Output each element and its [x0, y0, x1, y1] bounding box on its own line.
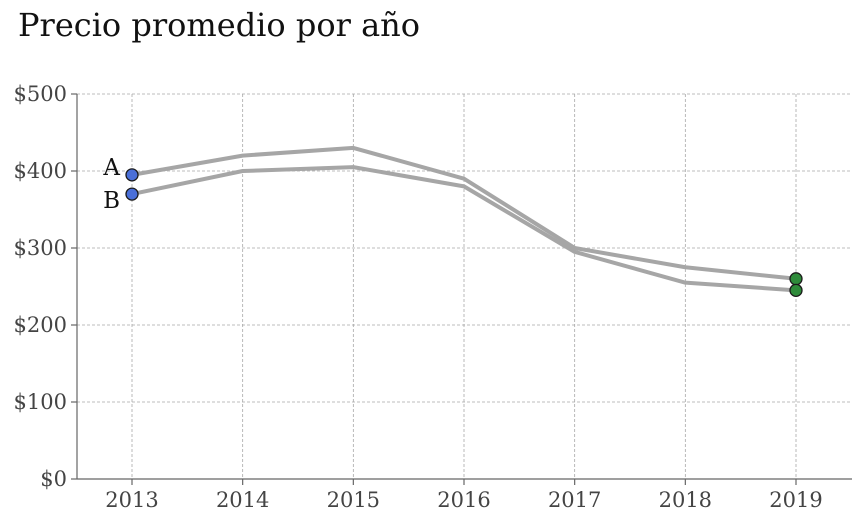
series-label-a: A — [102, 155, 120, 181]
series-markers — [125, 168, 803, 298]
axes — [71, 93, 852, 485]
series-label-b: B — [103, 188, 120, 214]
start-marker-b — [125, 187, 139, 201]
x-tick-label: 2017 — [548, 488, 601, 512]
x-tick-label: 2019 — [769, 488, 822, 512]
y-tick-label: $100 — [14, 390, 67, 414]
y-tick-label: $500 — [14, 82, 67, 106]
chart-title: Precio promedio por año — [18, 6, 420, 44]
series-lines — [130, 145, 798, 293]
x-tick-label: 2016 — [437, 488, 490, 512]
start-marker-a — [125, 168, 139, 182]
y-tick-label: $400 — [14, 159, 67, 183]
x-tick-label: 2015 — [327, 488, 380, 512]
series-line-a — [130, 145, 798, 281]
x-tick-label: 2013 — [105, 488, 158, 512]
y-tick-label: $200 — [14, 313, 67, 337]
end-marker-b — [789, 283, 803, 298]
x-tick-label: 2018 — [659, 488, 712, 512]
x-tick-label: 2014 — [216, 488, 269, 512]
tick-labels: $0 $100 $200 $300 $400 $500 2013 2014 2015 2016 20… — [14, 82, 823, 512]
end-marker-a — [789, 272, 803, 286]
y-tick-label: $0 — [40, 467, 67, 491]
y-tick-label: $300 — [14, 236, 67, 260]
series-labels: AB — [102, 155, 120, 214]
grid — [77, 93, 852, 480]
series-line-b — [130, 165, 798, 293]
